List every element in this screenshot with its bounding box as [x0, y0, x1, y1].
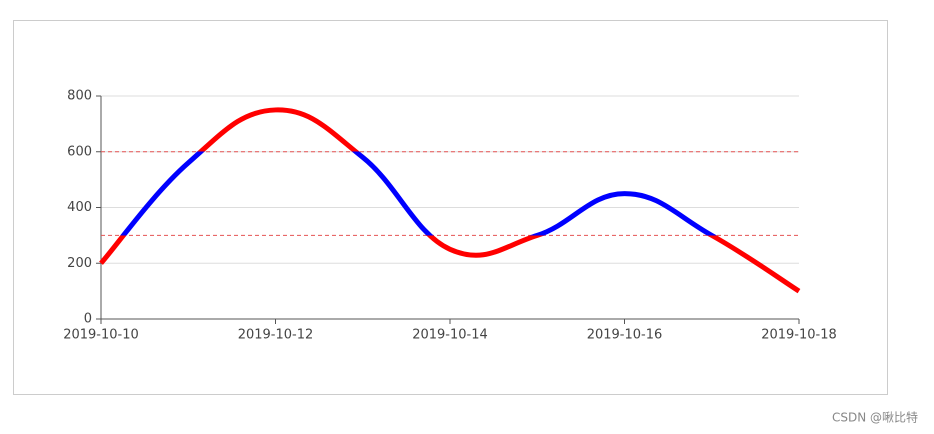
x-tick-label: 2019-10-10	[63, 328, 139, 343]
line	[99, 107, 801, 294]
x-tick-label: 2019-10-16	[587, 328, 663, 343]
y-tick-label: 800	[67, 89, 92, 104]
x-tick-label: 2019-10-12	[238, 328, 314, 343]
y-tick-label: 600	[67, 144, 92, 159]
y-tick-label: 400	[67, 200, 92, 215]
y-tick-label: 0	[84, 312, 92, 327]
y-tick-label: 200	[67, 256, 92, 271]
frame	[13, 20, 888, 395]
x-tick-label: 2019-10-14	[412, 328, 488, 343]
x-tick-label: 2019-10-18	[761, 328, 837, 343]
watermark: CSDN @啾比特	[832, 410, 918, 425]
